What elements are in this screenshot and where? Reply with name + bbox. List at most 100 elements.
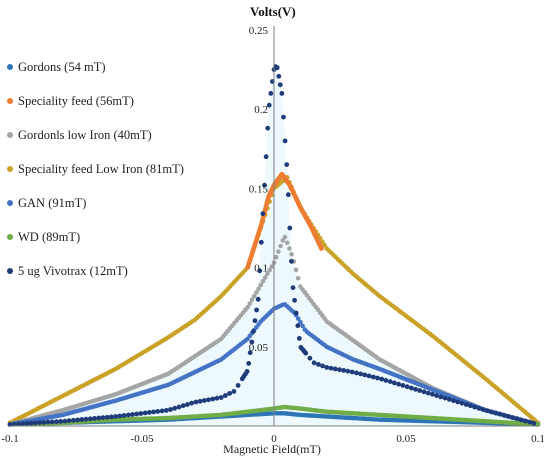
data-point [180, 403, 186, 409]
data-point [41, 420, 47, 425]
data-point [442, 395, 448, 401]
data-point [54, 419, 59, 424]
legend-marker [7, 132, 13, 138]
series-1 [245, 172, 324, 270]
data-point [307, 355, 313, 361]
data-point [290, 285, 296, 291]
data-point [455, 399, 461, 405]
data-point [252, 318, 258, 324]
legend-label: GAN (91mT) [18, 196, 86, 210]
data-point [223, 393, 228, 398]
data-point [109, 414, 114, 420]
data-point [197, 398, 203, 404]
data-point [293, 267, 299, 273]
data-point [463, 402, 469, 407]
data-point [266, 102, 272, 108]
data-point [185, 402, 190, 407]
data-point [319, 246, 324, 251]
data-point [24, 421, 30, 426]
data-point [125, 412, 131, 418]
legend-label: Gordons (54 mT) [18, 60, 106, 74]
data-point [138, 411, 144, 416]
series-3 [7, 175, 541, 426]
data-point [100, 415, 106, 420]
legend-marker [7, 64, 13, 70]
data-point [276, 249, 281, 254]
data-point [258, 282, 264, 288]
data-point [284, 240, 290, 246]
data-point [349, 369, 355, 375]
x-tick-label: -0.1 [1, 433, 18, 445]
data-point [278, 243, 283, 249]
data-point [476, 405, 482, 411]
legend-label: WD (89mT) [18, 230, 80, 244]
data-point [227, 391, 233, 396]
data-point [472, 404, 477, 410]
data-point [366, 373, 372, 379]
data-point [438, 394, 444, 400]
data-point [32, 420, 38, 426]
data-point [501, 412, 507, 418]
x-axis-title: Magnetic Field(mT) [223, 442, 321, 456]
y-tick-label: 0.2 [254, 104, 268, 116]
data-point [231, 389, 237, 394]
data-point [247, 350, 253, 356]
data-point [285, 192, 291, 198]
data-point [375, 375, 380, 381]
data-point [256, 286, 261, 292]
data-point [337, 367, 342, 373]
data-point [151, 409, 157, 415]
data-point [287, 225, 293, 231]
data-point [510, 415, 516, 420]
series-layer [7, 64, 541, 427]
data-point [20, 421, 26, 427]
data-point [282, 234, 288, 240]
y-tick-label: 0.1 [254, 263, 268, 275]
data-point [413, 386, 418, 392]
data-point [16, 421, 21, 427]
data-point [383, 378, 389, 383]
data-point [300, 323, 305, 329]
data-point [295, 316, 301, 321]
data-point [245, 304, 250, 310]
data-point [281, 114, 286, 120]
data-point [193, 399, 199, 405]
data-point [417, 388, 423, 393]
data-point [362, 372, 368, 378]
data-point [320, 363, 325, 369]
data-point [358, 371, 363, 377]
data-point [396, 381, 401, 387]
data-point [292, 297, 297, 303]
data-point [147, 410, 152, 415]
data-point [387, 379, 393, 384]
data-point [159, 408, 165, 414]
data-point [37, 420, 42, 425]
data-point [104, 414, 110, 420]
data-point [251, 293, 257, 299]
data-point [265, 271, 270, 277]
y-tick-label: 0.15 [249, 183, 269, 195]
data-point [262, 182, 267, 188]
data-point [289, 251, 294, 257]
axes: 0.05 0.1 0.15 0.2 0.25 -0.1 -0.05 0 0.05 0.1 [1, 25, 545, 445]
data-point [408, 385, 414, 391]
legend-label: 5 ug Vivotrax (12mT) [18, 264, 128, 278]
data-point [434, 393, 439, 398]
data-point [258, 239, 264, 245]
legend-label: Gordonls low Iron (40mT) [18, 128, 152, 142]
data-point [421, 389, 427, 395]
legend-marker [7, 234, 13, 240]
data-point [295, 323, 301, 329]
data-point [87, 416, 93, 422]
data-point [493, 410, 499, 416]
data-point [293, 310, 299, 316]
data-point [522, 418, 528, 424]
y-tick-label: 0.05 [249, 342, 269, 354]
data-point [514, 416, 520, 422]
data-point [96, 415, 102, 421]
data-point [489, 409, 494, 415]
data-point [142, 410, 148, 416]
data-point [392, 380, 397, 386]
data-point [134, 411, 140, 417]
